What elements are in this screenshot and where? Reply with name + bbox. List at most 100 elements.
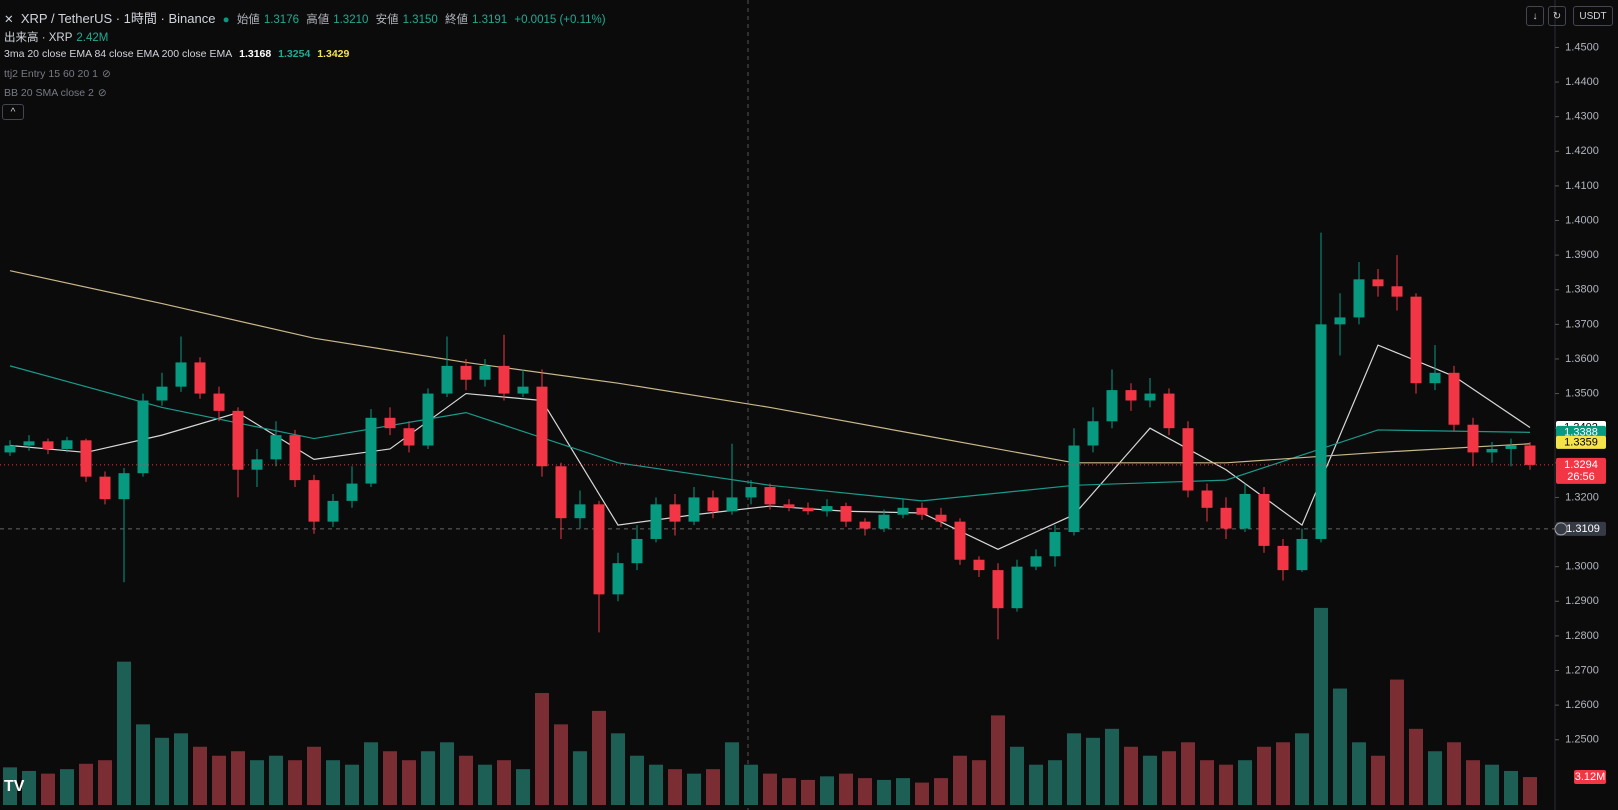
volume-bar (250, 760, 264, 805)
volume-bar (535, 693, 549, 805)
crosshair-plus (1554, 522, 1568, 536)
volume-bar (763, 773, 777, 805)
indicator-row[interactable]: 出来高 · XRP 2.42M (4, 29, 112, 45)
volume-bar (193, 746, 207, 805)
volume-bar (1504, 770, 1518, 805)
volume-bar (1390, 679, 1404, 805)
collapse-button[interactable]: ^ (2, 104, 24, 120)
candle-body (1486, 448, 1498, 453)
candle-body (1125, 390, 1137, 401)
volume-bar (79, 763, 93, 805)
indicator-row[interactable]: 3ma 20 close EMA 84 close EMA 200 close … (4, 48, 353, 60)
candle-body (992, 570, 1004, 609)
volume-bar (155, 737, 169, 805)
volume-bar (174, 733, 188, 805)
volume-bar (1200, 760, 1214, 805)
price-tag: 1.3388 (1564, 426, 1598, 438)
candle-body (631, 538, 643, 564)
volume-bar (725, 742, 739, 805)
close-icon[interactable]: ✕ (4, 14, 14, 26)
volume-bar (991, 715, 1005, 805)
candle-body (1030, 556, 1042, 567)
candle-body (99, 476, 111, 500)
volume-bar (1238, 760, 1252, 805)
candle-body (61, 440, 73, 449)
y-tick-label: 1.2800 (1565, 630, 1599, 642)
y-tick-label: 1.4500 (1565, 41, 1599, 53)
indicator-value: 2.42M (76, 32, 109, 44)
y-tick-label: 1.3600 (1565, 353, 1599, 365)
y-tick-label: 1.4100 (1565, 180, 1599, 192)
volume-bar (22, 770, 36, 805)
volume-bar (231, 751, 245, 805)
volume-bar (744, 764, 758, 805)
volume-bar (1485, 764, 1499, 805)
candle-body (175, 362, 187, 387)
volume-bar (269, 755, 283, 805)
volume-bar (554, 724, 568, 805)
candle-body (1410, 296, 1422, 384)
candle-body (1505, 445, 1517, 449)
candle-body (878, 514, 890, 529)
volume-bar (1523, 777, 1537, 805)
volume-bar (1067, 733, 1081, 805)
volume-bar (497, 760, 511, 805)
indicator-value: 1.3254 (278, 48, 311, 60)
indicator-value: 1.3429 (317, 48, 350, 60)
candle-body (384, 417, 396, 429)
candle-body (954, 521, 966, 560)
candle-body (346, 483, 358, 501)
candle-body (1106, 390, 1118, 422)
volume-bar (782, 778, 796, 805)
ohlc-label: 終値 (444, 14, 468, 26)
candle-body (1353, 279, 1365, 318)
ohlc-value: 1.3176 (263, 14, 299, 26)
scroll-button[interactable]: ↓ (1526, 6, 1544, 26)
candle-body (650, 504, 662, 539)
indicator-title: 3ma 20 close EMA 84 close EMA 200 close … (4, 48, 233, 60)
candle-body (118, 473, 130, 500)
ema-line (9, 270, 1531, 464)
crosshair-tag: 1.3109 (1566, 523, 1600, 535)
currency-button[interactable]: USDT (1573, 6, 1613, 26)
volume-bar (136, 724, 150, 805)
volume-bar (839, 773, 853, 805)
logo[interactable]: TV (4, 778, 25, 795)
candle-body (1467, 424, 1479, 453)
volume-bar (858, 778, 872, 805)
crosshair-tag-bg (1556, 521, 1606, 536)
volume-bar (459, 755, 473, 805)
indicator-row[interactable]: ttj2 Entry 15 60 20 1 ⊘ (4, 68, 115, 80)
change: +0.0015 (+0.11%) (514, 14, 606, 26)
candle-body (593, 504, 605, 595)
candle-body (137, 400, 149, 474)
candle-body (1277, 545, 1289, 571)
indicator-title: 出来高 · XRP (4, 32, 73, 44)
y-tick-label: 1.3000 (1565, 561, 1599, 573)
symbol[interactable]: XRP / TetherUS · 1時間 · Binance (20, 11, 216, 26)
volume-bar (98, 760, 112, 805)
volume-bar (1333, 688, 1347, 805)
hidden-icon[interactable]: ⊘ (97, 87, 107, 99)
candle-body (1391, 286, 1403, 297)
volume-bar (345, 764, 359, 805)
volume-bar (820, 776, 834, 805)
candle-body (707, 497, 719, 512)
volume-bar (117, 661, 131, 805)
reset-button[interactable]: ↻ (1548, 6, 1566, 26)
candle-body (859, 521, 871, 529)
candle-body (1068, 445, 1080, 533)
indicator-row[interactable]: BB 20 SMA close 2 ⊘ (4, 87, 111, 99)
candle-body (1220, 507, 1232, 529)
hidden-icon[interactable]: ⊘ (101, 68, 111, 80)
price-tag-bg (1556, 435, 1606, 449)
volume-bar (307, 746, 321, 805)
y-tick-label: 1.3700 (1565, 318, 1599, 330)
volume-bar (1257, 746, 1271, 805)
countdown: 26:56 (1567, 471, 1595, 483)
volume-bar (953, 755, 967, 805)
volume-bar (706, 769, 720, 805)
candle-body (935, 514, 947, 522)
last-price-bg (1556, 457, 1606, 484)
